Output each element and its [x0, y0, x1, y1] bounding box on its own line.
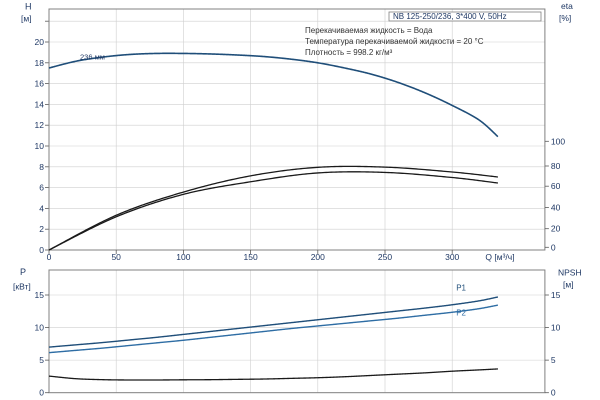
- svg-text:Плотность = 998.2 кг/м³: Плотность = 998.2 кг/м³: [305, 48, 393, 57]
- svg-text:8: 8: [39, 162, 44, 172]
- svg-text:Q [м³/ч]: Q [м³/ч]: [485, 252, 514, 262]
- svg-text:0: 0: [39, 245, 44, 255]
- svg-text:14: 14: [35, 99, 45, 109]
- svg-text:150: 150: [244, 252, 258, 262]
- svg-text:P: P: [20, 267, 26, 277]
- svg-text:0: 0: [551, 242, 556, 252]
- svg-text:20: 20: [551, 224, 561, 234]
- svg-text:5: 5: [39, 355, 44, 365]
- svg-text:4: 4: [39, 203, 44, 213]
- svg-text:P2: P2: [456, 309, 466, 318]
- svg-text:0: 0: [551, 388, 556, 398]
- svg-text:16: 16: [35, 79, 45, 89]
- svg-text:0: 0: [39, 388, 44, 398]
- svg-text:Температура перекачиваемой жид: Температура перекачиваемой жидкости = 20…: [305, 37, 484, 46]
- svg-text:6: 6: [39, 183, 44, 193]
- svg-text:250: 250: [378, 252, 392, 262]
- svg-text:[м]: [м]: [21, 14, 32, 24]
- svg-text:5: 5: [551, 355, 556, 365]
- svg-text:NB 125-250/236, 3*400 V, 50Hz: NB 125-250/236, 3*400 V, 50Hz: [393, 12, 507, 21]
- svg-text:H: H: [25, 2, 32, 12]
- svg-text:20: 20: [35, 37, 45, 47]
- svg-text:15: 15: [551, 290, 561, 300]
- svg-text:80: 80: [551, 161, 561, 171]
- svg-text:[м]: [м]: [563, 280, 574, 290]
- svg-text:15: 15: [35, 290, 45, 300]
- svg-text:60: 60: [551, 181, 561, 191]
- svg-text:200: 200: [311, 252, 325, 262]
- svg-text:40: 40: [551, 202, 561, 212]
- svg-text:236 мм: 236 мм: [80, 53, 105, 62]
- svg-text:10: 10: [35, 141, 45, 151]
- svg-text:0: 0: [47, 252, 52, 262]
- svg-text:P1: P1: [456, 283, 466, 292]
- svg-text:Перекачиваемая жидкость = Вода: Перекачиваемая жидкость = Вода: [305, 26, 433, 35]
- svg-text:[кВт]: [кВт]: [13, 282, 31, 292]
- svg-text:18: 18: [35, 58, 45, 68]
- svg-text:10: 10: [35, 323, 45, 333]
- svg-text:10: 10: [551, 323, 561, 333]
- svg-text:2: 2: [39, 224, 44, 234]
- svg-text:300: 300: [445, 252, 459, 262]
- svg-text:100: 100: [176, 252, 190, 262]
- svg-text:100: 100: [551, 136, 565, 146]
- svg-text:NPSH: NPSH: [558, 268, 582, 278]
- svg-text:[%]: [%]: [559, 13, 571, 23]
- svg-text:50: 50: [111, 252, 121, 262]
- svg-text:eta: eta: [561, 1, 573, 11]
- svg-text:12: 12: [35, 120, 45, 130]
